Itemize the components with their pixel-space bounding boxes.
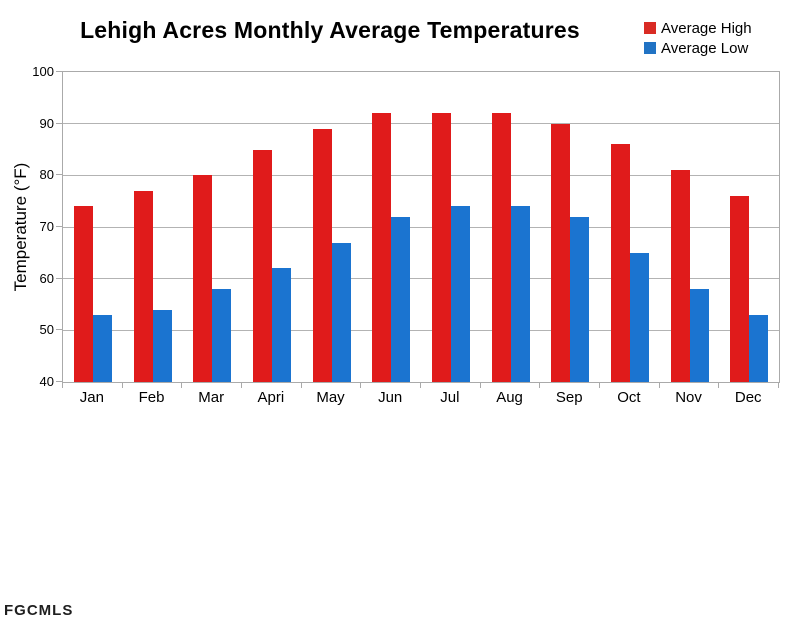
bar-average-high-jan xyxy=(73,206,93,382)
y-tick-label-50: 50 xyxy=(39,322,54,338)
y-tick-mark-100 xyxy=(56,71,62,72)
legend: Average High Average Low xyxy=(644,18,752,58)
x-tick-label-nov: Nov xyxy=(675,389,702,406)
bar-average-high-jul xyxy=(431,113,451,382)
watermark: FGCMLS xyxy=(4,602,74,619)
x-tick-label-sep: Sep xyxy=(555,389,583,406)
bar-group-dec xyxy=(719,72,779,382)
y-tick-label-60: 60 xyxy=(39,270,54,286)
x-tick-mark-2 xyxy=(181,382,183,388)
bar-average-high-dec xyxy=(730,196,750,382)
y-tick-mark-70 xyxy=(56,226,62,227)
x-tick-label-may: May xyxy=(316,389,345,406)
x-tick-mark-12 xyxy=(778,382,779,388)
bar-group-nov xyxy=(660,72,720,382)
legend-label-low: Average Low xyxy=(661,39,749,57)
y-tick-mark-50 xyxy=(56,329,62,331)
bar-group-apri xyxy=(242,72,302,382)
x-tick-mark-4 xyxy=(300,382,302,388)
bar-average-high-jun xyxy=(372,113,392,382)
x-tick-label-oct: Oct xyxy=(617,389,641,406)
bar-average-low-jun xyxy=(391,216,411,382)
y-tick-label-80: 80 xyxy=(39,167,54,183)
x-tick-mark-3 xyxy=(241,382,242,388)
x-tick-label-jan: Jan xyxy=(79,389,104,406)
x-tick-mark-0 xyxy=(62,382,63,388)
legend-label-high: Average High xyxy=(661,19,752,37)
gridline-50 xyxy=(63,329,779,331)
bar-average-high-apri xyxy=(252,149,272,382)
x-axis-labels: Jan Feb Mar Apri May Jun Jul Aug Sep Oct Nov Dec xyxy=(62,389,778,406)
bar-group-may xyxy=(302,72,362,382)
x-tick-label-aug: Aug xyxy=(496,389,523,406)
bar-average-low-sep xyxy=(570,216,590,382)
bar-average-low-oct xyxy=(629,252,649,382)
y-tick-mark-80 xyxy=(56,174,62,176)
bar-average-high-sep xyxy=(551,123,571,382)
plot-area xyxy=(62,71,780,383)
chart-title: Lehigh Acres Monthly Average Temperature… xyxy=(80,17,580,43)
gridline-80 xyxy=(63,174,779,176)
x-tick-mark-10 xyxy=(658,382,660,388)
y-tick-label-90: 90 xyxy=(39,115,54,131)
bar-average-low-apri xyxy=(271,268,291,382)
bar-average-low-nov xyxy=(689,289,709,382)
bar-average-low-jul xyxy=(450,206,470,382)
legend-swatch-high-icon xyxy=(644,22,656,34)
bar-average-low-feb xyxy=(152,309,172,382)
x-tick-label-dec: Dec xyxy=(734,389,762,406)
bars-layer xyxy=(63,72,779,382)
bar-group-mar xyxy=(182,72,242,382)
x-tick-mark-5 xyxy=(360,382,362,388)
legend-item-average-high: Average High xyxy=(644,18,752,38)
x-tick-mark-7 xyxy=(479,382,481,388)
x-tick-mark-11 xyxy=(718,382,720,388)
bar-group-jan xyxy=(63,72,123,382)
bar-average-low-dec xyxy=(749,314,769,382)
bar-group-jun xyxy=(361,72,421,382)
gridline-70 xyxy=(63,226,779,228)
bar-average-low-mar xyxy=(212,289,232,382)
y-tick-label-100: 100 xyxy=(32,64,54,79)
bar-average-high-mar xyxy=(193,175,213,382)
x-tick-label-mar: Mar xyxy=(198,389,225,406)
y-tick-label-40: 40 xyxy=(39,374,54,389)
x-tick-mark-9 xyxy=(599,382,600,388)
bar-group-oct xyxy=(600,72,660,382)
bar-average-high-aug xyxy=(491,113,511,382)
bar-group-aug xyxy=(481,72,541,382)
bar-group-jul xyxy=(421,72,481,382)
bar-average-low-may xyxy=(331,242,351,382)
legend-swatch-low-icon xyxy=(644,42,656,54)
bar-average-low-aug xyxy=(510,206,530,382)
x-tick-label-jul: Jul xyxy=(440,389,460,406)
legend-item-average-low: Average Low xyxy=(644,38,752,58)
bar-average-high-may xyxy=(312,128,332,382)
bar-group-feb xyxy=(123,72,183,382)
bar-average-low-jan xyxy=(92,314,112,382)
bar-average-high-nov xyxy=(670,170,690,382)
x-tick-label-feb: Feb xyxy=(138,389,165,406)
bar-average-high-oct xyxy=(610,144,630,382)
x-tick-mark-8 xyxy=(539,382,541,388)
x-tick-label-jun: Jun xyxy=(378,389,403,406)
bar-average-high-feb xyxy=(133,190,153,382)
x-tick-label-apri: Apri xyxy=(257,389,285,406)
y-tick-mark-60 xyxy=(56,277,62,279)
x-tick-mark-6 xyxy=(420,382,421,388)
x-tick-mark-1 xyxy=(121,382,123,388)
y-tick-mark-90 xyxy=(56,122,62,124)
gridline-60 xyxy=(63,278,779,280)
bar-group-sep xyxy=(540,72,600,382)
y-tick-mark-40 xyxy=(56,381,62,382)
y-tick-label-70: 70 xyxy=(39,219,54,234)
gridline-90 xyxy=(63,123,779,125)
